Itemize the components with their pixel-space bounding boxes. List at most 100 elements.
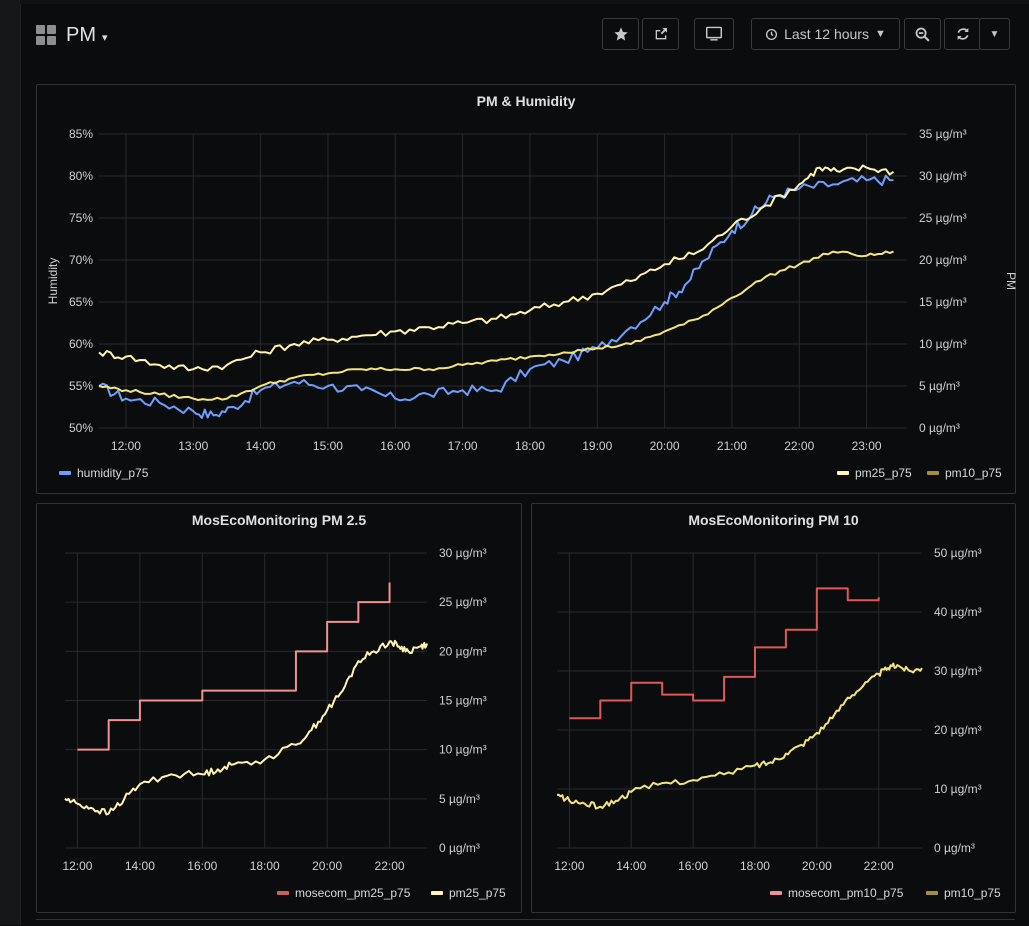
y-tick-label-right: 30 µg/m³: [934, 664, 982, 678]
x-tick-label: 19:00: [582, 439, 612, 453]
y-tick-label-left: 80%: [69, 169, 93, 183]
mosecom-pm25-chart: 0 µg/m³ 5 µg/m³ 10 µg/m³ 15 µg/m³ 20 µg/m³ 25…: [62, 546, 487, 873]
x-tick-label: 14:00: [246, 439, 276, 453]
legend-mosecom-pm25[interactable]: mosecom_pm25_p75: [277, 886, 410, 900]
y-tick-label-right: 50 µg/m³: [934, 546, 982, 560]
top-border: [20, 0, 1029, 4]
y-tick-label-right: 25 µg/m³: [919, 211, 967, 225]
x-tick-label: 18:00: [250, 859, 280, 873]
x-tick-label: 14:00: [125, 859, 155, 873]
y-tick-label-left: 60%: [69, 337, 93, 351]
y-tick-label-left: 50%: [69, 421, 93, 435]
refresh-icon: [957, 28, 968, 40]
series-line-pm10-p75: [98, 250, 894, 401]
chevron-down-icon: ▼: [874, 28, 886, 40]
legend-swatch: [770, 891, 782, 895]
star-icon: [613, 27, 628, 41]
pm-humidity-chart: 0 µg/m³ 5 µg/m³ 10 µg/m³ 15 µg/m³ 20 µg/m³ 25…: [46, 127, 1017, 453]
legend-label: pm25_p75: [855, 466, 912, 480]
y-tick-label-right: 30 µg/m³: [439, 546, 487, 560]
x-tick-label: 18:00: [740, 859, 770, 873]
tv-mode-button[interactable]: [694, 18, 734, 50]
zoom-out-icon: [915, 27, 930, 42]
refresh-button[interactable]: [944, 18, 981, 50]
x-tick-label: 16:00: [187, 859, 217, 873]
x-tick-label: 16:00: [380, 439, 410, 453]
refresh-interval-dropdown[interactable]: ▼: [979, 18, 1010, 50]
y-tick-label-right: 5 µg/m³: [439, 792, 480, 806]
legend-pm10[interactable]: pm10_p75: [927, 466, 1002, 480]
legend-label: mosecom_pm25_p75: [295, 886, 411, 900]
tv-icon: [706, 26, 722, 41]
time-range-label: Last 12 hours: [784, 26, 869, 42]
panel-mosecom-pm10: MosEcoMonitoring PM 10 0 µg/m³ 10 µg/m³ 20…: [531, 503, 1016, 913]
x-tick-label: 20:00: [802, 859, 832, 873]
legend-label: pm25_p75: [449, 886, 506, 900]
y-tick-label-right: 15 µg/m³: [439, 694, 487, 708]
y-tick-label-right: 20 µg/m³: [919, 253, 967, 267]
legend-humidity[interactable]: humidity_p75: [59, 466, 148, 480]
series-line-pm25-p75: [98, 164, 895, 372]
panel-title[interactable]: PM & Humidity: [476, 93, 576, 109]
dashboard-title: PM: [66, 23, 96, 46]
legend-pm25[interactable]: pm25_p75: [837, 466, 912, 480]
x-tick-label: 18:00: [515, 439, 545, 453]
next-row-edge: [36, 919, 1015, 926]
legend-swatch: [59, 471, 71, 475]
y-tick-label-left: 65%: [69, 295, 93, 309]
y-tick-label-right: 0 µg/m³: [934, 841, 975, 855]
legend-swatch: [926, 891, 938, 895]
share-button[interactable]: [642, 18, 679, 50]
legend-mosecom-pm10[interactable]: mosecom_pm10_p75: [770, 886, 903, 900]
x-tick-label: 22:00: [784, 439, 814, 453]
y-axis-label-right: PM: [1004, 272, 1017, 290]
y-tick-label-left: 55%: [69, 379, 93, 393]
legend-pm25[interactable]: pm25_p75: [431, 886, 506, 900]
x-tick-label: 20:00: [650, 439, 680, 453]
x-tick-label: 17:00: [448, 439, 478, 453]
legend-label: mosecom_pm10_p75: [788, 886, 904, 900]
x-tick-label: 13:00: [178, 439, 208, 453]
chevron-down-icon: ▼: [989, 28, 1000, 40]
x-tick-label: 15:00: [313, 439, 343, 453]
panel-pm-humidity: PM & Humidity 0 µg/m³ 5 µg/m³ 10 µg/m³ 15 µ…: [36, 84, 1017, 494]
x-tick-label: 12:00: [554, 859, 584, 873]
series-line-pm10-p75: [556, 662, 923, 810]
x-tick-label: 16:00: [678, 859, 708, 873]
series-line-mosecom-pm25-p75: [77, 582, 391, 751]
y-tick-label-right: 40 µg/m³: [934, 605, 982, 619]
y-tick-label-left: 85%: [69, 127, 93, 141]
y-tick-label-left: 75%: [69, 211, 93, 225]
panel-title[interactable]: MosEcoMonitoring PM 2.5: [191, 512, 367, 528]
x-tick-label: 22:00: [864, 859, 894, 873]
dashboard-title-picker[interactable]: PM ▾: [36, 22, 108, 48]
y-tick-label-right: 25 µg/m³: [439, 595, 487, 609]
mosecom-pm10-chart: 0 µg/m³ 10 µg/m³ 20 µg/m³ 30 µg/m³ 40 µg/m³ 5…: [554, 546, 982, 873]
y-tick-label-right: 20 µg/m³: [439, 644, 487, 658]
side-menu-strip: [0, 0, 21, 925]
time-range-picker[interactable]: Last 12 hours ▼: [751, 18, 900, 50]
share-icon: [655, 28, 667, 40]
legend-pm10[interactable]: pm10_p75: [926, 886, 1001, 900]
x-tick-label: 12:00: [111, 439, 141, 453]
series-line-mosecom-pm10-p75: [569, 587, 880, 720]
clock-icon: [766, 28, 778, 40]
panel-title[interactable]: MosEcoMonitoring PM 10: [688, 512, 859, 528]
y-tick-label-right: 10 µg/m³: [934, 782, 982, 796]
x-tick-label: 23:00: [852, 439, 882, 453]
series-line-humidity-p75: [98, 174, 894, 419]
star-button[interactable]: [602, 18, 639, 50]
y-tick-label-right: 0 µg/m³: [919, 421, 960, 435]
y-tick-label-right: 0 µg/m³: [439, 841, 480, 855]
legend-swatch: [431, 891, 443, 895]
legend-label: pm10_p75: [944, 886, 1001, 900]
legend-label: pm10_p75: [945, 466, 1002, 480]
legend-swatch: [837, 471, 849, 475]
x-tick-label: 22:00: [375, 859, 405, 873]
caret-down-icon: ▾: [102, 31, 108, 44]
x-tick-label: 12:00: [62, 859, 92, 873]
zoom-out-button[interactable]: [904, 18, 941, 50]
y-tick-label-right: 10 µg/m³: [439, 743, 487, 757]
y-tick-label-right: 15 µg/m³: [919, 295, 967, 309]
legend-swatch: [927, 471, 939, 475]
